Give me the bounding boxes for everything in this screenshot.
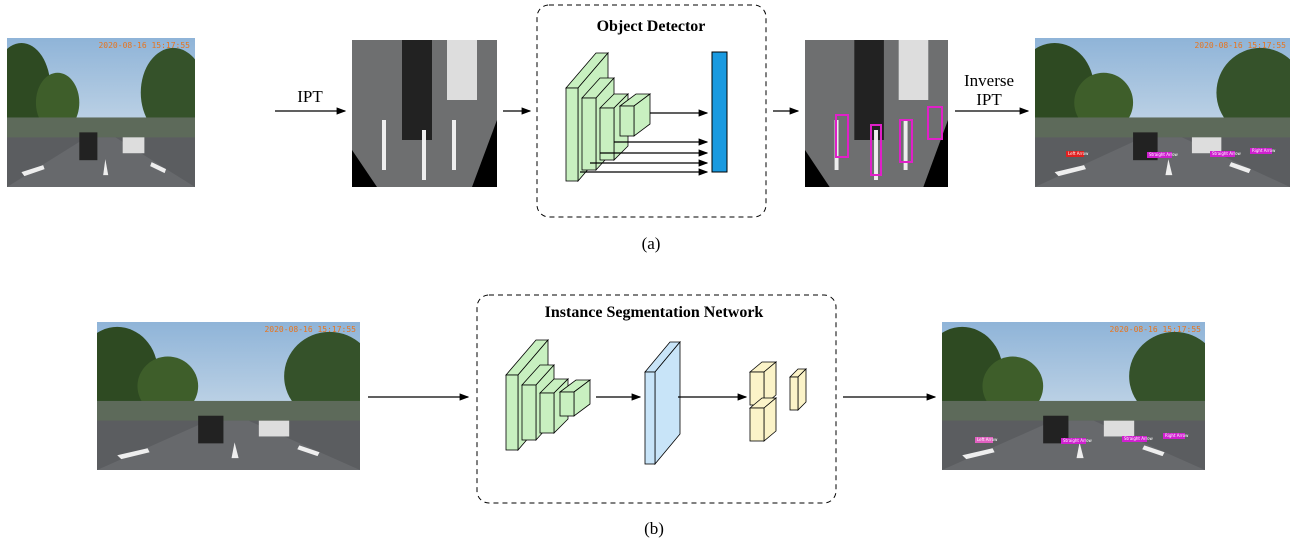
output-layer xyxy=(712,52,727,172)
detected-image xyxy=(805,40,948,187)
inverse-label: Inverse xyxy=(964,71,1014,90)
layer-face xyxy=(600,108,614,160)
input-image xyxy=(77,322,375,470)
layer-face xyxy=(620,106,634,136)
layer-face xyxy=(566,88,578,181)
layer-face xyxy=(540,393,554,433)
layer-face xyxy=(645,372,655,464)
timestamp: 2020-08-16 15:17:55 xyxy=(1109,325,1201,334)
layer-face xyxy=(582,98,596,170)
timestamp: 2020-08-16 15:17:55 xyxy=(1194,41,1286,50)
network-title: Instance Segmentation Network xyxy=(545,304,764,321)
label: Straight Arrow xyxy=(1212,151,1242,156)
panel-b: 2020-08-16 15:17:55 Instance Segmentatio… xyxy=(77,295,1220,538)
label: Left Arrow xyxy=(977,437,998,442)
label: Straight Arrow xyxy=(1063,438,1093,443)
warped-image xyxy=(352,40,497,187)
timestamp: 2020-08-16 15:17:55 xyxy=(98,41,190,50)
layer-face xyxy=(750,408,764,441)
detector-title: Object Detector xyxy=(597,18,706,35)
output-image xyxy=(922,322,1220,470)
output-image xyxy=(1015,38,1297,187)
ipt-label: IPT xyxy=(297,87,323,106)
label: Straight Arrow xyxy=(1124,436,1154,441)
label: Straight Arrow xyxy=(1149,152,1179,157)
label: Right Arrow xyxy=(1252,148,1276,153)
caption: (b) xyxy=(644,519,664,538)
label: Left Arrow xyxy=(1068,151,1089,156)
layer-face xyxy=(506,375,518,450)
label: Right Arrow xyxy=(1165,433,1189,438)
timestamp: 2020-08-16 15:17:55 xyxy=(264,325,356,334)
caption: (a) xyxy=(642,234,661,253)
layer-face xyxy=(790,377,798,410)
figure: 2020-08-16 15:17:55 IPT Object Detector … xyxy=(0,0,1297,546)
inverse-label: IPT xyxy=(976,90,1002,109)
panel-a: 2020-08-16 15:17:55 IPT Object Detector … xyxy=(0,5,1297,253)
layer-face xyxy=(522,385,536,440)
input-image xyxy=(0,38,206,187)
layer-face xyxy=(560,392,574,416)
